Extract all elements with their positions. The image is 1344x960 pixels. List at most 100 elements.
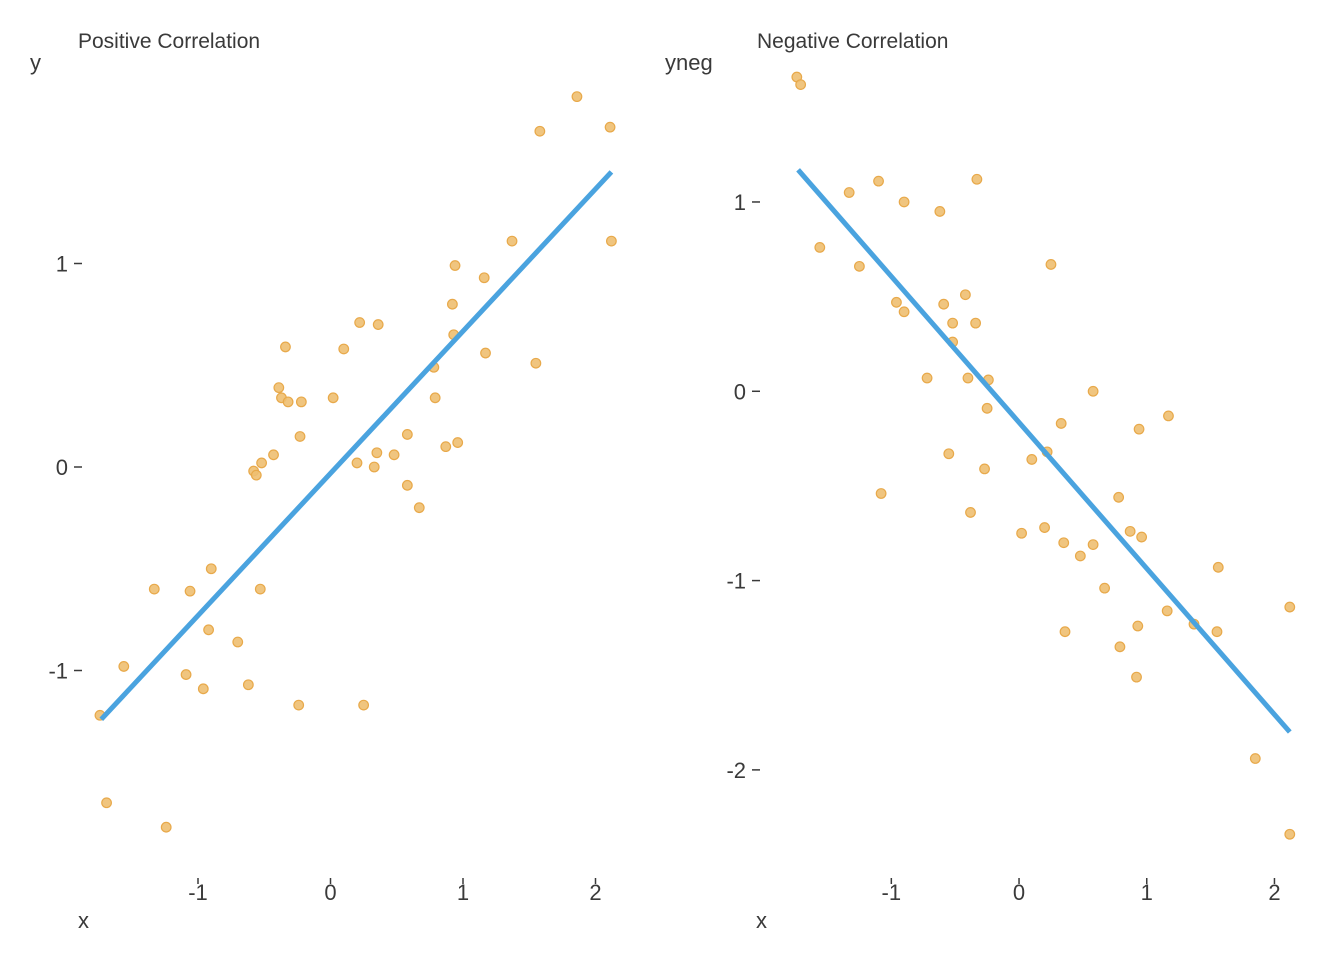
- data-point: [401, 479, 413, 491]
- chart-title: Positive Correlation: [78, 30, 260, 53]
- data-point: [1045, 259, 1057, 270]
- data-point: [814, 242, 826, 253]
- x-tick-label: 0: [324, 880, 336, 905]
- data-point: [943, 448, 955, 460]
- data-point: [242, 679, 254, 691]
- data-point: [478, 272, 490, 284]
- fit-line-group: [99, 170, 614, 722]
- chart-title: Negative Correlation: [757, 30, 948, 53]
- data-point: [853, 260, 865, 272]
- data-point: [358, 699, 370, 711]
- y-tick-label: -2: [726, 758, 746, 783]
- data-point: [1026, 454, 1038, 465]
- data-point: [898, 196, 910, 208]
- data-point: [959, 289, 971, 301]
- y-axis-label: yneg: [665, 50, 713, 75]
- data-point: [480, 347, 491, 359]
- x-tick-label: -1: [882, 880, 902, 905]
- data-point: [970, 317, 982, 329]
- data-point: [506, 235, 518, 247]
- data-point: [1059, 626, 1071, 638]
- data-point: [962, 372, 974, 384]
- data-point: [205, 563, 217, 575]
- data-point: [1133, 423, 1145, 435]
- data-point: [180, 669, 192, 680]
- data-point: [354, 317, 366, 328]
- data-point: [447, 298, 458, 310]
- data-point: [256, 457, 268, 469]
- data-point: [148, 583, 160, 595]
- data-point: [429, 392, 441, 404]
- data-point: [1099, 582, 1111, 594]
- y-axis-label: y: [30, 50, 41, 75]
- data-point: [293, 699, 305, 711]
- data-point: [273, 382, 285, 394]
- y-tick-label: 0: [734, 379, 746, 404]
- data-point: [1161, 605, 1173, 617]
- data-point: [795, 79, 807, 91]
- negative-correlation-panel: Negative Correlation yneg x -2 -1 0 1 -1 0 1 2: [665, 30, 1296, 933]
- data-point: [452, 437, 464, 448]
- data-point: [604, 121, 616, 133]
- data-point: [413, 502, 425, 514]
- data-point: [873, 175, 884, 187]
- y-tick-label: 1: [734, 190, 746, 215]
- point-group: [94, 91, 617, 833]
- data-point: [254, 583, 266, 595]
- data-point: [440, 441, 452, 453]
- tick-group: -1 0 1 -1 0 1 2: [48, 252, 601, 906]
- data-point: [295, 396, 307, 408]
- data-point: [1016, 527, 1027, 539]
- data-point: [891, 296, 902, 308]
- data-point: [1284, 601, 1296, 613]
- data-point: [981, 402, 993, 414]
- data-point: [449, 260, 461, 271]
- data-point: [282, 396, 294, 408]
- data-point: [571, 91, 583, 103]
- y-tick-label: -1: [48, 659, 68, 684]
- data-point: [1211, 626, 1223, 638]
- data-point: [1087, 385, 1099, 397]
- data-point: [530, 357, 542, 369]
- data-point: [184, 585, 196, 597]
- data-point: [1212, 561, 1224, 573]
- data-point: [294, 431, 306, 442]
- data-point: [1284, 828, 1296, 840]
- data-point: [971, 173, 983, 185]
- x-tick-label: -1: [188, 880, 208, 905]
- x-tick-label: 1: [457, 880, 469, 905]
- data-point: [934, 206, 946, 217]
- data-point: [1113, 491, 1125, 503]
- data-point: [160, 821, 172, 833]
- point-group: [791, 71, 1296, 840]
- data-point: [351, 457, 363, 469]
- data-point: [1249, 753, 1261, 764]
- data-point: [1114, 641, 1126, 653]
- data-point: [368, 461, 380, 473]
- tick-group: -2 -1 0 1 -1 0 1 2: [726, 190, 1280, 905]
- x-axis-label: x: [78, 908, 89, 933]
- data-point: [250, 469, 262, 481]
- data-point: [875, 488, 887, 499]
- data-point: [401, 429, 413, 440]
- data-point: [118, 661, 130, 672]
- y-tick-label: 0: [56, 455, 68, 480]
- data-point: [101, 797, 112, 809]
- data-point: [898, 306, 910, 318]
- data-point: [1087, 539, 1099, 551]
- data-point: [280, 341, 291, 353]
- data-point: [338, 343, 350, 355]
- regression-line: [99, 170, 614, 722]
- data-point: [232, 636, 244, 648]
- data-point: [1163, 410, 1174, 422]
- data-point: [372, 319, 384, 330]
- data-point: [1055, 418, 1067, 429]
- data-point: [1074, 550, 1086, 562]
- data-point: [606, 235, 617, 247]
- data-point: [371, 447, 383, 459]
- x-tick-label: 0: [1013, 880, 1025, 905]
- data-point: [843, 187, 855, 198]
- data-point: [1136, 531, 1148, 543]
